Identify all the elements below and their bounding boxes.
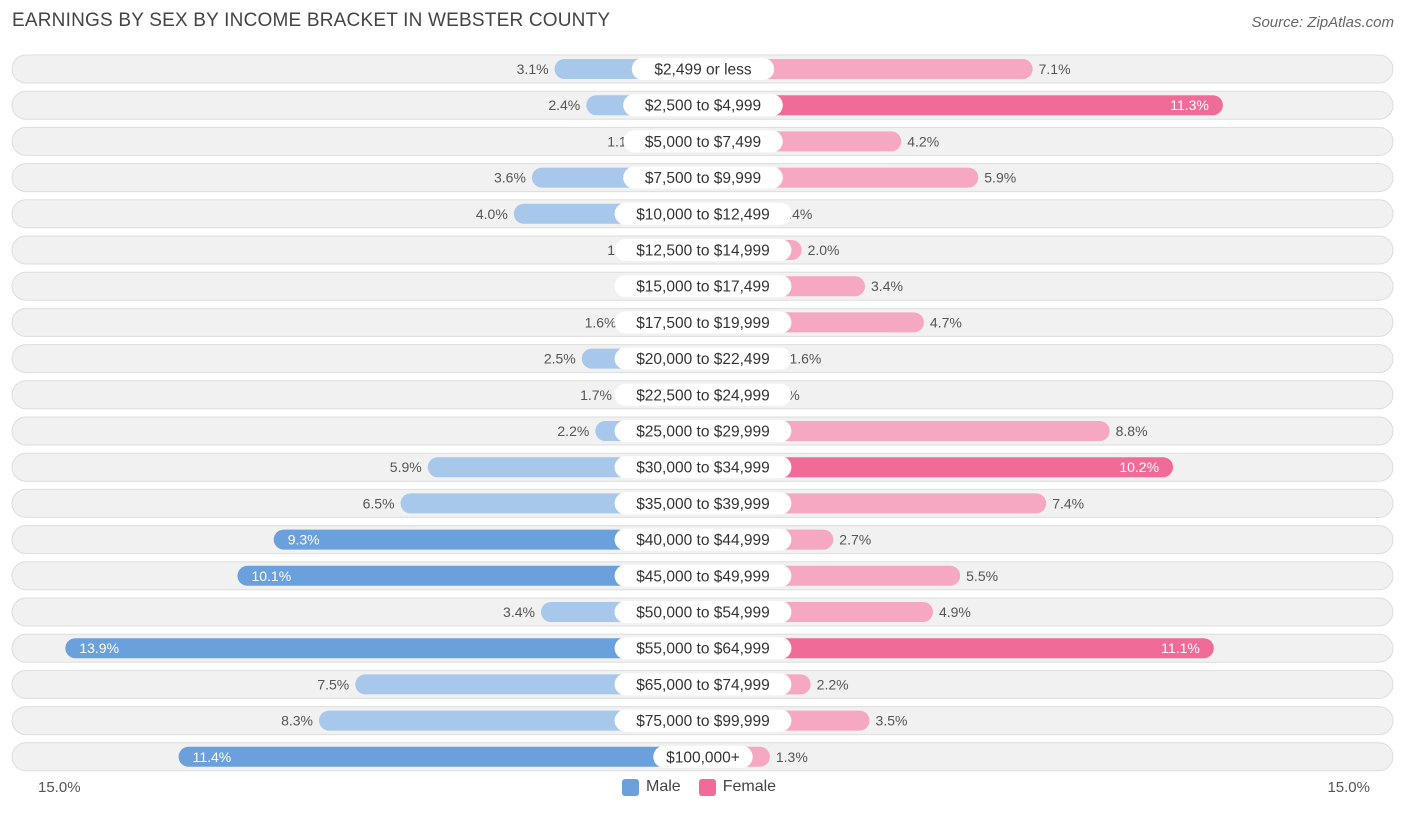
category-label: $35,000 to $39,999: [636, 496, 770, 513]
axis-right-label: 15.0%: [1327, 779, 1370, 796]
male-value-label: 1.7%: [580, 387, 612, 403]
female-value-label: 5.5%: [966, 568, 998, 584]
category-pill: [623, 94, 783, 117]
category-pill: [653, 745, 753, 768]
male-value-label: 9.3%: [288, 532, 320, 548]
female-value-label: 4.2%: [907, 133, 939, 149]
male-value-label: 2.2%: [557, 423, 589, 439]
male-value-label: 1.6%: [585, 314, 617, 330]
female-bar: [703, 59, 1033, 79]
female-value-label: 10.2%: [1119, 459, 1159, 475]
category-label: $50,000 to $54,999: [636, 605, 770, 622]
male-value-label: 3.4%: [503, 604, 535, 620]
male-bar: [65, 638, 703, 659]
male-bar: [178, 746, 703, 767]
female-value-label: 3.5%: [876, 713, 908, 729]
category-label: $75,000 to $99,999: [636, 713, 770, 730]
female-value-label: 4.9%: [939, 604, 971, 620]
category-pill: [614, 275, 792, 298]
male-bar: [237, 565, 703, 586]
female-value-label: 11.1%: [1161, 640, 1200, 656]
male-value-label: 8.3%: [281, 713, 313, 729]
male-value-label: 2.4%: [548, 97, 580, 113]
legend-female: Female: [698, 778, 777, 796]
category-label: $20,000 to $22,499: [636, 351, 770, 368]
female-value-label: 2.0%: [808, 242, 840, 258]
female-bar: [703, 457, 1174, 478]
female-value-label: 1.6%: [789, 351, 821, 367]
female-value-label: 7.4%: [1052, 495, 1084, 511]
female-bar: [703, 95, 1223, 116]
male-value-label: 5.9%: [390, 459, 422, 475]
category-label: $100,000+: [666, 749, 740, 766]
category-pill: [623, 166, 783, 189]
male-value-label: 13.9%: [79, 640, 119, 656]
category-label: $25,000 to $29,999: [636, 424, 770, 441]
category-pill: [614, 528, 792, 551]
legend-male-label: Male: [646, 778, 681, 795]
category-pill: [614, 311, 792, 334]
category-pill: [623, 130, 783, 153]
male-bar: [273, 529, 703, 550]
category-pill: [614, 383, 792, 406]
category-label: $15,000 to $17,499: [636, 279, 770, 296]
chart-title: EARNINGS BY SEX BY INCOME BRACKET IN WEB…: [12, 10, 611, 31]
category-pill: [614, 456, 792, 479]
category-pill: [614, 202, 792, 225]
category-label: $65,000 to $74,999: [636, 677, 770, 694]
female-value-label: 1.3%: [776, 749, 808, 765]
category-label: $10,000 to $12,499: [636, 206, 770, 223]
male-value-label: 6.5%: [363, 495, 395, 511]
category-pill: [614, 564, 792, 587]
male-value-label: 3.6%: [494, 170, 526, 186]
category-pill: [614, 637, 792, 660]
male-value-label: 11.4%: [193, 749, 232, 765]
category-pill: [631, 58, 775, 80]
category-label: $55,000 to $64,999: [636, 641, 770, 658]
male-value-label: 2.5%: [544, 351, 576, 367]
category-pill: [614, 601, 792, 623]
source-note: Source: ZipAtlas.com: [1251, 14, 1394, 31]
category-pill: [614, 239, 792, 261]
female-value-label: 2.2%: [817, 676, 849, 692]
male-value-label: 3.1%: [517, 61, 549, 77]
female-value-label: 7.1%: [1039, 61, 1071, 77]
female-value-label: 4.7%: [930, 314, 962, 330]
male-bar: [319, 710, 703, 731]
category-label: $5,000 to $7,499: [645, 134, 761, 151]
category-label: $22,500 to $24,999: [636, 387, 770, 404]
category-pill: [614, 709, 792, 732]
female-bar: [703, 421, 1110, 441]
category-label: $40,000 to $44,999: [636, 532, 770, 549]
category-pill: [614, 492, 792, 515]
category-label: $45,000 to $49,999: [636, 568, 770, 585]
female-value-label: 2.7%: [839, 532, 871, 548]
female-value-label: 5.9%: [984, 170, 1016, 186]
legend-male: Male: [622, 778, 681, 796]
category-pill: [614, 673, 792, 696]
legend-female-label: Female: [722, 778, 777, 795]
category-label: $2,499 or less: [654, 62, 752, 79]
category-label: $2,500 to $4,999: [645, 98, 761, 115]
category-pill: [614, 420, 792, 442]
male-value-label: 4.0%: [476, 206, 508, 222]
category-label: $30,000 to $34,999: [636, 460, 770, 477]
category-label: $12,500 to $14,999: [636, 243, 770, 260]
female-value-label: 8.8%: [1116, 423, 1148, 439]
female-bar: [703, 638, 1214, 659]
male-value-label: 10.1%: [251, 568, 291, 584]
female-value-label: 3.4%: [871, 278, 903, 294]
female-swatch-icon: [698, 778, 716, 796]
female-value-label: 11.3%: [1170, 97, 1209, 113]
category-label: $7,500 to $9,999: [645, 170, 761, 187]
legend: Male Female: [622, 778, 794, 796]
male-swatch-icon: [622, 778, 639, 796]
category-pill: [614, 347, 792, 370]
axis-left-label: 15.0%: [38, 779, 81, 796]
category-label: $17,500 to $19,999: [636, 315, 770, 332]
male-value-label: 7.5%: [317, 676, 349, 692]
